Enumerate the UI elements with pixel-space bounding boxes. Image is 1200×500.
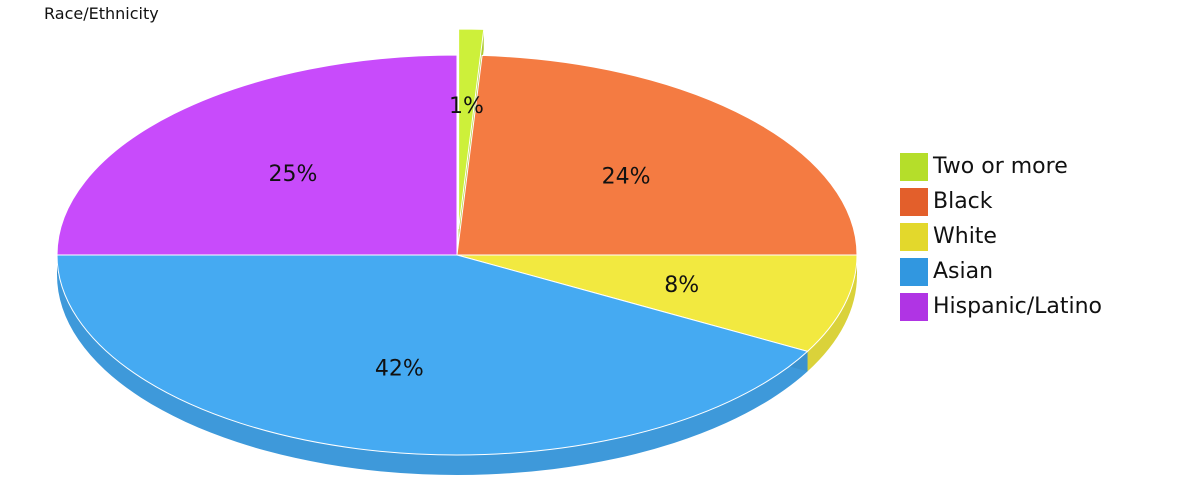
legend-label: Hispanic/Latino [933, 294, 1103, 319]
legend-label: Black [933, 189, 993, 214]
slice-label-hispanic-latino: 25% [268, 162, 317, 187]
slice-top [56, 254, 809, 456]
slice-top [56, 54, 458, 256]
legend-swatch [900, 222, 928, 251]
chart-title: Race/Ethnicity [44, 4, 159, 23]
legend-label: White [933, 224, 997, 249]
slice-top [456, 54, 858, 256]
slice-label-white: 8% [664, 273, 699, 298]
slice-side [807, 255, 857, 372]
legend-label: Asian [933, 259, 994, 284]
pie-slice-black[interactable] [456, 54, 858, 275]
pie-slice-hispanic-latino[interactable] [56, 54, 458, 275]
legend-item-two-or-more[interactable]: Two or more [900, 149, 1102, 184]
chart-legend: Two or more Black White Asian Hispanic/L… [900, 149, 1102, 324]
slice-label-two-or-more: 1% [449, 94, 484, 119]
legend-swatch [900, 187, 928, 216]
legend-label: Two or more [933, 154, 1068, 179]
legend-item-asian[interactable]: Asian [900, 254, 1102, 289]
legend-item-white[interactable]: White [900, 219, 1102, 254]
legend-swatch [900, 292, 928, 321]
pie-slice-asian[interactable] [56, 254, 809, 475]
slice-top [458, 28, 485, 230]
slice-top [456, 254, 858, 352]
slice-label-black: 24% [602, 165, 651, 190]
legend-item-hispanic-latino[interactable]: Hispanic/Latino [900, 289, 1102, 324]
legend-item-black[interactable]: Black [900, 184, 1102, 219]
legend-swatch [900, 152, 928, 181]
slice-label-asian: 42% [375, 356, 424, 381]
legend-swatch [900, 257, 928, 286]
